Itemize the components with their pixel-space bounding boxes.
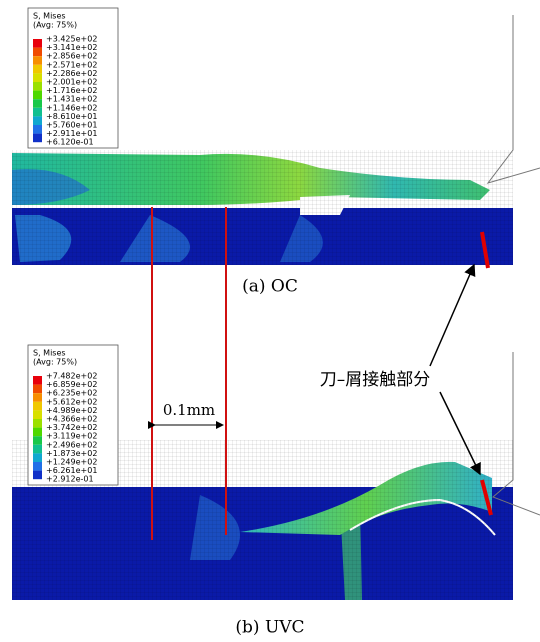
legend-title: S, Mises <box>33 12 66 21</box>
legend-swatch <box>33 471 42 480</box>
dimension-label: 0.1mm <box>163 401 215 419</box>
legend-swatch <box>33 134 42 143</box>
legend-swatch <box>33 393 42 402</box>
legend-swatch <box>33 402 42 411</box>
annotation-arrow <box>430 265 474 366</box>
legend-swatch <box>33 99 42 108</box>
legend-subtitle: (Avg: 75%) <box>33 21 77 30</box>
legend-swatch <box>33 91 42 100</box>
legend-swatch <box>33 436 42 445</box>
caption: (b) UVC <box>235 618 304 638</box>
legend-swatch <box>33 73 42 82</box>
legend-swatch <box>33 65 42 74</box>
legend-swatch <box>33 108 42 117</box>
legend-swatch <box>33 445 42 454</box>
legend-swatch <box>33 48 42 57</box>
figure: 0.1mm 刀–屑接触部分 (a) OC (b) UVC S, Mises(Av… <box>0 0 540 642</box>
legend-swatch <box>33 453 42 462</box>
legend-swatch <box>33 39 42 48</box>
annotation: 刀–屑接触部分 <box>320 370 431 390</box>
legend-swatch <box>33 410 42 419</box>
legend-swatch <box>33 419 42 428</box>
legend-swatch <box>33 125 42 134</box>
legend-title: S, Mises <box>33 349 66 358</box>
legend-swatch <box>33 385 42 394</box>
legend-swatch <box>33 462 42 471</box>
legend-swatch <box>33 116 42 125</box>
legend-swatch <box>33 376 42 385</box>
legend-value: +6.120e-01 <box>46 138 94 147</box>
legend-swatch <box>33 428 42 437</box>
legend-subtitle: (Avg: 75%) <box>33 358 77 367</box>
legend-value: +2.912e-01 <box>46 475 94 484</box>
caption: (a) OC <box>242 277 298 297</box>
legend-swatch <box>33 82 42 91</box>
legend-swatch <box>33 56 42 65</box>
